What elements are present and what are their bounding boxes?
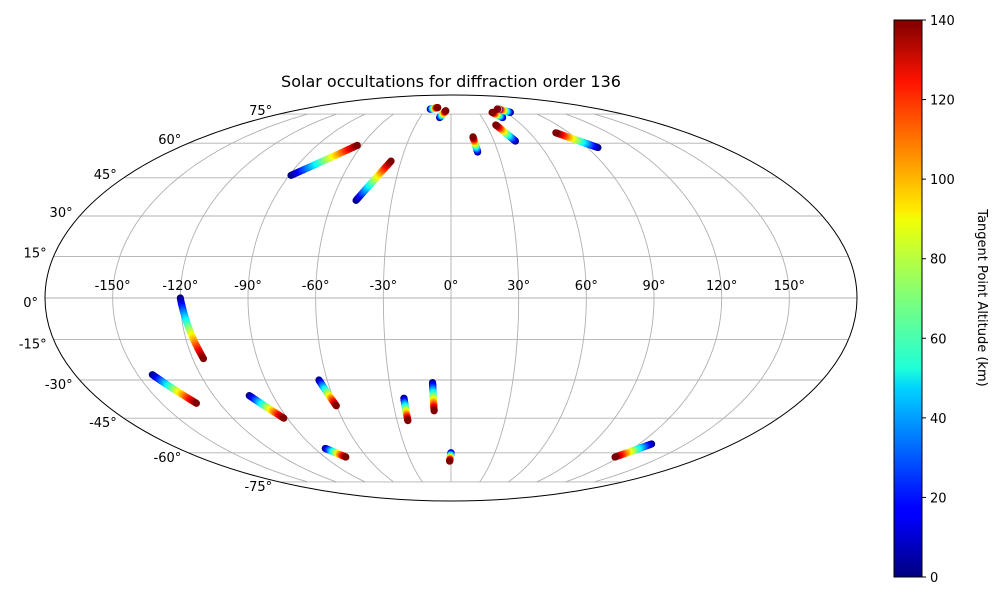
occultation-track xyxy=(321,444,350,461)
track-point xyxy=(442,107,450,115)
occultation-track xyxy=(469,133,482,156)
lon-tick-label: 0° xyxy=(444,279,459,294)
longitude-tick-labels: -150° -120° -90° -60° -30° 0° 30° 60° 90° 120° 150… xyxy=(95,279,805,294)
chart-title: Solar occultations for diffraction order… xyxy=(281,72,621,91)
occultation-track xyxy=(315,376,340,410)
track-point xyxy=(404,417,412,425)
colorbar: 0 20 40 60 80 100 120 140 Tangent Point Altitud… xyxy=(893,14,989,586)
track-point xyxy=(493,105,501,113)
lon-gridline xyxy=(536,113,655,483)
track-point xyxy=(552,129,560,137)
occultation-track xyxy=(287,141,361,179)
lon-gridline xyxy=(315,113,394,483)
track-point xyxy=(387,157,395,165)
lon-tick-label: 30° xyxy=(507,279,530,294)
track-point xyxy=(446,457,454,465)
lat-tick-label: 0° xyxy=(23,296,38,311)
occultation-track xyxy=(245,392,288,422)
colorbar-tick-label: 100 xyxy=(930,173,955,188)
map-boundary xyxy=(44,94,858,502)
occultation-track xyxy=(148,371,201,407)
occultation-tracks xyxy=(148,103,656,465)
colorbar-tick-label: 0 xyxy=(930,571,938,586)
lon-tick-label: 60° xyxy=(575,279,598,294)
occultation-track xyxy=(176,294,208,363)
occultation-track xyxy=(492,121,519,145)
colorbar-tick-label: 60 xyxy=(930,332,947,347)
lon-tick-label: -60° xyxy=(302,279,330,294)
lon-tick-label: 90° xyxy=(642,279,665,294)
occultation-track xyxy=(352,157,395,204)
track-point xyxy=(488,108,496,116)
colorbar-label: Tangent Point Altitude (km) xyxy=(974,208,989,386)
lon-gridline xyxy=(382,113,423,483)
lon-tick-label: -120° xyxy=(162,279,198,294)
track-point xyxy=(192,399,201,407)
lat-tick-label: -60° xyxy=(154,451,182,466)
occultation-track xyxy=(436,107,450,122)
lon-tick-label: -90° xyxy=(234,279,262,294)
colorbar-tick-label: 80 xyxy=(930,253,947,268)
occultation-track xyxy=(552,129,602,152)
lon-gridline xyxy=(508,113,587,483)
occultation-track xyxy=(428,379,438,415)
lon-gridline xyxy=(594,113,790,483)
lat-tick-label: -30° xyxy=(45,378,73,393)
occultation-track xyxy=(400,394,412,425)
occultation-track xyxy=(446,449,455,465)
lat-tick-label: -75° xyxy=(244,480,272,495)
lon-tick-label: -30° xyxy=(369,279,397,294)
lat-tick-label: 30° xyxy=(50,206,73,221)
lon-tick-label: 120° xyxy=(706,279,737,294)
lat-tick-label: -45° xyxy=(89,416,117,431)
colorbar-gradient xyxy=(893,19,923,578)
lon-gridline xyxy=(565,113,723,483)
graticule-gridlines xyxy=(45,113,857,483)
track-point xyxy=(353,141,361,149)
track-point xyxy=(611,453,619,461)
track-point xyxy=(199,355,208,363)
lon-gridline xyxy=(112,113,308,483)
colorbar-tick-label: 140 xyxy=(930,14,955,29)
track-point xyxy=(280,414,288,422)
latitude-tick-labels: 75° 60° 45° 30° 15° 0° -15° -30° -45° -60° -75° xyxy=(19,104,272,495)
occultation-track xyxy=(426,103,442,113)
colorbar-tick-label: 20 xyxy=(930,491,947,506)
track-point xyxy=(342,453,350,461)
lon-gridline xyxy=(479,113,520,483)
lat-tick-label: 45° xyxy=(94,168,117,183)
occultation-track xyxy=(611,440,656,461)
occultation-track xyxy=(493,105,503,113)
lon-tick-label: -150° xyxy=(95,279,131,294)
lon-tick-label: 150° xyxy=(774,279,805,294)
colorbar-tick-label: 40 xyxy=(930,412,947,427)
lat-tick-label: 15° xyxy=(24,246,47,261)
track-point xyxy=(492,121,500,129)
lat-tick-label: 60° xyxy=(158,133,181,148)
track-point xyxy=(430,407,438,415)
colorbar-ticks: 0 20 40 60 80 100 120 140 xyxy=(922,14,955,586)
lat-tick-label: 75° xyxy=(249,104,272,119)
lat-tick-label: -15° xyxy=(19,338,47,353)
lon-gridline xyxy=(247,113,366,483)
colorbar-tick-label: 120 xyxy=(930,94,955,109)
track-point xyxy=(332,402,340,410)
track-point xyxy=(469,133,477,141)
track-point xyxy=(434,103,442,112)
